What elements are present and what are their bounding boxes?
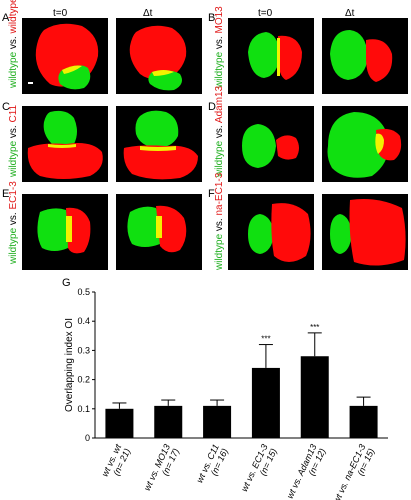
image-f-dt [322, 194, 408, 270]
y-axis-label: Overlapping index OI [64, 318, 75, 412]
y-tick-label: 0 [85, 433, 90, 443]
image-d-t0 [228, 106, 314, 182]
x-tick-label: wt vs. na-EC1-3(n= 15) [331, 443, 376, 500]
significance-mark: *** [261, 335, 270, 344]
image-a-t0 [22, 18, 108, 94]
bar [349, 405, 378, 438]
panel-letter-d: D [208, 101, 216, 113]
image-e-t0 [22, 194, 108, 270]
image-d-dt [322, 106, 408, 182]
y-tick-label: 0.4 [77, 316, 90, 326]
y-tick-label: 0.1 [77, 404, 90, 414]
bar [251, 367, 280, 438]
x-tick-label: wt vs. MO13(n= 17) [142, 443, 181, 493]
col-header-dt: Δt [143, 8, 153, 19]
significance-mark: *** [310, 323, 319, 332]
col-header-t0-right: t=0 [258, 8, 273, 19]
panel-letter-a: A [2, 12, 10, 24]
image-b-dt [322, 18, 408, 94]
panel-letter-c: C [2, 101, 10, 113]
panel-letter-f: F [208, 188, 215, 200]
col-header-dt-right: Δt [345, 8, 355, 19]
bar [300, 356, 329, 438]
image-a-dt [116, 18, 202, 94]
panel-letter-g: G [62, 277, 71, 289]
panel-letter-b: B [208, 12, 216, 24]
bar [154, 405, 183, 438]
bar [105, 408, 134, 438]
panel-letter-e: E [2, 188, 10, 200]
image-c-t0 [22, 106, 108, 182]
bar [203, 405, 232, 438]
x-tick-label: wt vs. C11(n= 16) [194, 443, 230, 485]
scale-bar [28, 82, 33, 84]
image-b-t0 [228, 18, 314, 94]
col-header-t0: t=0 [53, 8, 68, 19]
y-tick-label: 0.2 [77, 375, 90, 385]
y-tick-label: 0.5 [77, 287, 90, 297]
y-tick-label: 0.3 [77, 345, 90, 355]
x-tick-label: wt vs. EC1-3(n= 15) [239, 443, 279, 493]
x-tick-label: wt vs. Adam13(n= 12) [285, 443, 328, 500]
image-f-t0 [228, 194, 314, 270]
x-tick-label: wt vs. wt(n= 21) [100, 442, 133, 478]
image-e-dt [116, 194, 202, 270]
image-c-dt [116, 106, 202, 182]
